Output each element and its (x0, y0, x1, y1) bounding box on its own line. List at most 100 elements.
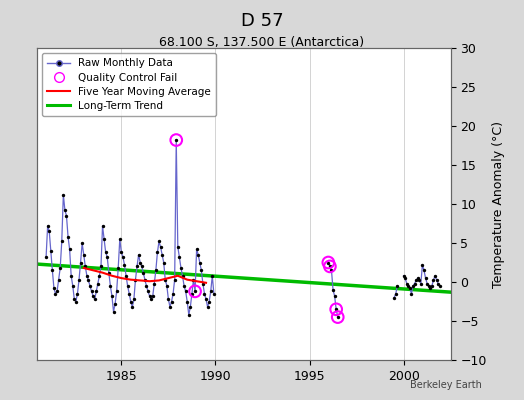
Point (431, 272, 439, 279)
Point (402, 280, 411, 287)
Point (415, 277, 423, 284)
Point (159, 259, 168, 266)
Point (86, 283, 94, 289)
Point (399, 272, 408, 279)
Point (84, 277, 93, 284)
Point (132, 276, 140, 283)
Point (421, 275, 430, 281)
Point (191, 288, 199, 294)
Point (124, 283, 132, 289)
Point (121, 262, 129, 268)
Point (324, 259, 333, 266)
Point (100, 236, 108, 242)
Point (404, 283, 412, 289)
Point (83, 272, 91, 279)
Point (170, 276, 179, 283)
Point (42, 254, 50, 260)
Point (136, 259, 144, 266)
Point (128, 304, 137, 310)
Point (332, 306, 341, 312)
Point (148, 293, 157, 299)
Point (432, 276, 441, 283)
Point (413, 275, 422, 281)
Point (173, 244, 182, 250)
Point (326, 263, 334, 270)
Point (175, 254, 183, 260)
Point (69, 283, 77, 289)
Point (103, 254, 112, 260)
Point (195, 259, 204, 266)
Point (97, 263, 105, 270)
Point (390, 294, 398, 301)
Point (56, 265, 64, 271)
Point (205, 298, 213, 305)
Point (172, 137, 180, 143)
Point (51, 290, 60, 297)
Point (206, 288, 215, 294)
Point (401, 275, 409, 281)
Point (89, 293, 97, 299)
Point (162, 283, 171, 289)
Point (166, 304, 174, 310)
Point (45, 228, 53, 234)
Point (424, 283, 433, 289)
Point (393, 283, 401, 289)
Point (142, 283, 150, 289)
Point (194, 252, 202, 258)
Point (91, 296, 99, 302)
Point (95, 272, 104, 279)
Point (334, 314, 342, 320)
Point (155, 238, 163, 245)
Point (412, 277, 420, 284)
Point (47, 248, 55, 254)
Point (203, 304, 212, 310)
Point (72, 298, 80, 305)
Point (158, 252, 166, 258)
Point (184, 312, 193, 318)
Point (420, 267, 428, 274)
Point (61, 207, 69, 214)
Point (180, 283, 188, 289)
Point (114, 265, 123, 271)
Point (139, 270, 147, 276)
Point (329, 286, 337, 293)
Point (70, 296, 79, 302)
Point (53, 288, 61, 294)
Point (410, 280, 419, 287)
Point (331, 293, 339, 299)
Y-axis label: Temperature Anomaly (°C): Temperature Anomaly (°C) (492, 120, 505, 288)
Point (167, 298, 176, 305)
Point (188, 290, 196, 297)
Point (59, 192, 68, 198)
Point (117, 249, 126, 256)
Point (108, 293, 116, 299)
Point (54, 276, 63, 283)
Point (328, 267, 336, 274)
Point (48, 267, 57, 274)
Point (210, 290, 218, 297)
Point (127, 298, 135, 305)
Point (133, 263, 141, 270)
Point (391, 290, 400, 297)
Point (81, 263, 90, 270)
Point (130, 296, 138, 302)
Point (208, 272, 216, 279)
Text: 68.100 S, 137.500 E (Antarctica): 68.100 S, 137.500 E (Antarctica) (159, 36, 365, 49)
Point (145, 293, 154, 299)
Point (73, 290, 82, 297)
Point (94, 280, 102, 287)
Point (186, 304, 194, 310)
Point (43, 223, 52, 229)
Point (77, 259, 85, 266)
Point (80, 252, 88, 258)
Point (409, 283, 417, 289)
Point (92, 288, 101, 294)
Point (177, 265, 185, 271)
Point (150, 280, 158, 287)
Point (406, 285, 414, 292)
Point (435, 283, 444, 289)
Point (428, 283, 436, 289)
Point (156, 244, 165, 250)
Point (111, 301, 119, 307)
Point (181, 288, 190, 294)
